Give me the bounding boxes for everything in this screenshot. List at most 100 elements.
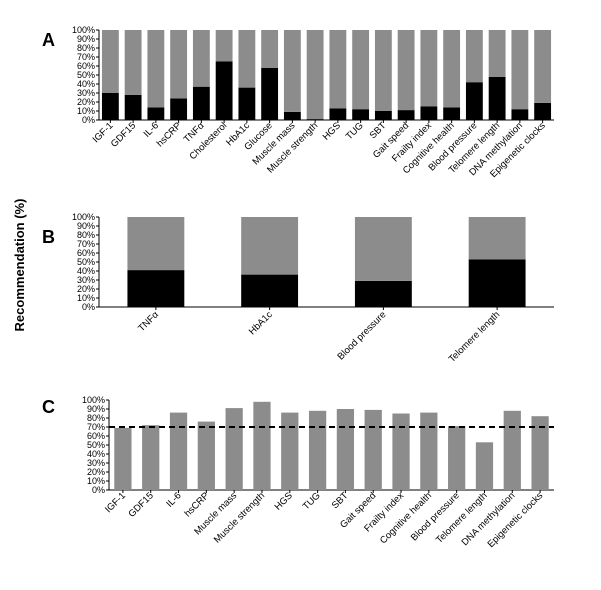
panel-a-bar-gdf15-upper-segment (124, 30, 142, 95)
panel-b-x-tick-label: TNFα (136, 309, 161, 334)
panel-a-bar-muscle-mass-lower-segment (283, 111, 301, 120)
panel-a-bar-sbt-upper-segment (374, 30, 392, 111)
panel-c-y-tick-label: 10% (87, 476, 105, 486)
panel-b-bar-tnf-upper-segment (127, 217, 185, 271)
panel-b-y-tick-label: 60% (77, 248, 95, 258)
panel-a-bar-gdf15-lower-segment (124, 94, 142, 120)
panel-a-bar-muscle-mass-upper-segment (283, 30, 301, 112)
panel-c-bar-igf-1 (114, 427, 132, 490)
panel-a-letter: A (42, 30, 55, 50)
panel-b-bar-blood-pressure-lower-segment (354, 280, 412, 307)
panel-c-bar-tug (308, 410, 327, 490)
panel-a-bar-il-6-upper-segment (147, 30, 165, 108)
panel-a-y-tick-label: 20% (77, 97, 95, 107)
panel-b-y-tick-label: 40% (77, 266, 95, 276)
panel-a-x-tick-label: IL-6 (142, 120, 161, 139)
panel-b-x-tick-label: Telomere length (447, 309, 503, 365)
panel-a-x-tick-label: hsCRP (155, 120, 184, 149)
panel-b-y-tick-label: 30% (77, 275, 95, 285)
panel-a-y-tick-label: 80% (77, 43, 95, 53)
panel-a-x-tick-label: TUG (344, 120, 366, 142)
panel-a-x-tick-label: GDF15 (109, 120, 138, 149)
panel-a-bar-il-6-lower-segment (147, 107, 165, 120)
panel-c-y-tick-label: 0% (92, 485, 105, 495)
panel-a-bar-hba1c-lower-segment (238, 87, 256, 120)
panel-a-y-tick-label: 40% (77, 79, 95, 89)
panel-a-bar-hgs-lower-segment (329, 108, 347, 120)
panel-a-y-tick-label: 30% (77, 88, 95, 98)
panel-c-y-tick-label: 20% (87, 467, 105, 477)
panel-a-bar-telomere-length-lower-segment (488, 76, 506, 120)
panel-c-bar-gait-speed (364, 409, 382, 490)
panel-c-bar-cognitive-health (420, 412, 438, 490)
panel-c-y-tick-label: 50% (87, 440, 105, 450)
panel-c-bar-hscrp (197, 421, 215, 490)
panel-b-bar-hba1c-lower-segment (241, 274, 299, 307)
panel-a: A 0%10%20%30%40%50%60%70%80%90%100%IGF-1… (42, 25, 554, 180)
panel-b: B 0%10%20%30%40%50%60%70%80%90%100% TNFα H… (42, 212, 554, 365)
panel-c-x-tick-label: Blood pressure (409, 490, 462, 543)
panel-a-bar-blood-pressure-lower-segment (465, 82, 483, 120)
panel-a-bar-hba1c-upper-segment (238, 30, 256, 88)
panel-a-y-tick-label: 90% (77, 34, 95, 44)
panel-c-letter: C (42, 397, 55, 417)
panel-a-y-tick-label: 60% (77, 61, 95, 71)
panel-c-x-tick-label: SBT (330, 490, 351, 511)
panel-a-bar-muscle-strength-upper-segment (306, 30, 324, 120)
panel-a-bar-frailty-index-lower-segment (420, 106, 438, 120)
panel-b-y-tick-label: 50% (77, 257, 95, 267)
panel-a-bar-dna-methylation-upper-segment (511, 30, 529, 110)
watermark-text: 知乎 @易基因科技 (472, 557, 580, 573)
panel-a-bar-cognitive-health-lower-segment (443, 107, 461, 120)
panel-a-bar-sbt-lower-segment (374, 111, 392, 120)
panel-c-bar-muscle-mass (225, 408, 243, 490)
panel-a-bar-glucose-lower-segment (261, 67, 279, 120)
panel-b-bar-hba1c-upper-segment (241, 217, 299, 275)
panel-a-bar-tnf-upper-segment (192, 30, 210, 87)
panel-a-bar-muscle-strength-lower-segment (306, 119, 324, 120)
panel-b-bar-tnf-lower-segment (127, 270, 185, 307)
panel-a-bar-tug-upper-segment (352, 30, 370, 110)
panel-a-bar-cognitive-health-upper-segment (443, 30, 461, 108)
panel-a-bar-tnf-lower-segment (192, 86, 210, 120)
panel-a-bar-tug-lower-segment (352, 109, 370, 120)
panel-c-bar-telomere-length (475, 442, 494, 490)
panel-a-y-tick-label: 0% (82, 115, 95, 125)
panel-c-bar-frailty-index (392, 413, 410, 490)
panel-c-y-tick-label: 70% (87, 422, 105, 432)
panel-c-y-tick-label: 100% (82, 395, 105, 405)
panel-b-letter: B (42, 227, 55, 247)
panel-b-bar-telomere-length-lower-segment (468, 259, 526, 307)
panel-c-x-tick-label: Muscle strength (212, 490, 267, 545)
panel-b-y-tick-label: 100% (72, 212, 95, 222)
panel-a-y-tick-label: 10% (77, 106, 95, 116)
panel-b-y-tick-label: 80% (77, 230, 95, 240)
panel-a-y-tick-label: 100% (72, 25, 95, 35)
panel-c-bar-blood-pressure (448, 426, 466, 490)
panel-a-bar-igf-1-upper-segment (101, 30, 119, 93)
panel-a-bar-frailty-index-upper-segment (420, 30, 438, 107)
panel-c-bar-il-6 (169, 412, 188, 490)
panel-a-bar-epigenetic-clocks-lower-segment (534, 102, 552, 120)
panel-c-bar-gdf15 (142, 425, 160, 490)
panel-c-x-tick-label: TUG (301, 490, 323, 512)
panel-a-bar-dna-methylation-lower-segment (511, 109, 529, 120)
panel-c-x-tick-label: GDF15 (126, 490, 155, 519)
panel-b-y-tick-label: 20% (77, 284, 95, 294)
panel-b-bar-telomere-length-upper-segment (468, 217, 526, 260)
panel-c-bar-dna-methylation (503, 410, 521, 490)
panel-a-x-tick-label: HGS (321, 120, 343, 142)
panel-c-y-tick-label: 80% (87, 413, 105, 423)
panel-b-y-tick-label: 10% (77, 293, 95, 303)
panel-c-y-tick-label: 30% (87, 458, 105, 468)
panel-a-y-tick-label: 50% (77, 70, 95, 80)
panel-a-bar-glucose-upper-segment (261, 30, 279, 68)
panel-c-bar-epigenetic-clocks (531, 416, 549, 490)
panel-c-x-tick-label: HGS (273, 490, 295, 512)
panel-b-x-tick-label: Blood pressure (336, 309, 389, 362)
panel-c-x-tick-label: IL-6 (164, 490, 183, 509)
panel-a-bar-hgs-upper-segment (329, 30, 347, 109)
panel-a-bar-gait-speed-upper-segment (397, 30, 415, 111)
panel-c-y-tick-label: 40% (87, 449, 105, 459)
